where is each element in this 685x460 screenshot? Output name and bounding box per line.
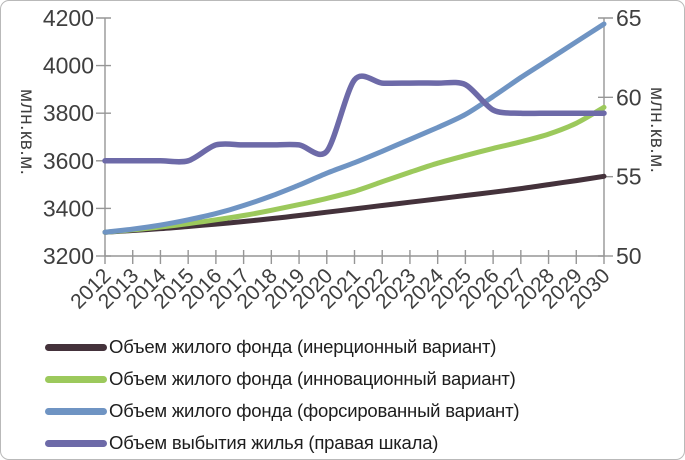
left-axis-tick-label: 3600 <box>43 148 94 174</box>
series-line-4 <box>102 73 607 165</box>
legend-item: Объем жилого фонда (форсированный вариан… <box>45 395 684 427</box>
left-axis-tick-label: 4000 <box>43 53 94 79</box>
legend-label: Объем жилого фонда (форсированный вариан… <box>109 400 520 421</box>
legend-swatch <box>45 439 107 447</box>
left-axis-tick-label: 3800 <box>43 100 94 126</box>
left-axis-tick-label: 3200 <box>43 243 94 269</box>
legend-swatch <box>45 375 107 383</box>
left-axis-title: млн.кв.м. <box>16 89 37 175</box>
right-axis-tick-label: 50 <box>616 243 642 269</box>
chart-legend: Объем жилого фонда (инерционный вариант)… <box>1 329 684 459</box>
right-axis-tick-label: 65 <box>616 5 642 31</box>
legend-item: Объем жилого фонда (инновационный вариан… <box>45 363 684 395</box>
right-axis-tick-label: 55 <box>616 164 642 190</box>
legend-label: Объем жилого фонда (инерционный вариант) <box>109 336 497 357</box>
legend-swatch <box>45 343 107 351</box>
legend-label: Объем выбытия жилья (правая шкала) <box>109 432 439 453</box>
series-line-3 <box>102 21 607 235</box>
left-axis-tick-label: 3400 <box>43 195 94 221</box>
series-line-2 <box>102 104 607 235</box>
right-axis-tick-label: 60 <box>616 84 642 110</box>
left-axis-tick-label: 4200 <box>43 5 94 31</box>
series-line-1 <box>102 173 607 235</box>
legend-label: Объем жилого фонда (инновационный вариан… <box>109 368 516 389</box>
legend-item: Объем выбытия жилья (правая шкала) <box>45 427 684 459</box>
line-chart: млн.кв.м. млн.кв.м. 3200 3400 3600 3800 4000… <box>16 5 667 314</box>
right-axis-title: млн.кв.м. <box>646 87 667 173</box>
legend-item: Объем жилого фонда (инерционный вариант) <box>45 331 684 363</box>
legend-swatch <box>45 407 107 415</box>
